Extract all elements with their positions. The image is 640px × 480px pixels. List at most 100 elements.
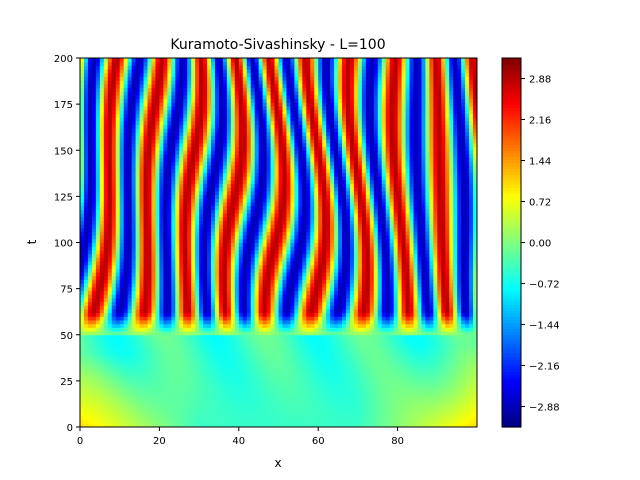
heatmap-cell (187, 408, 192, 413)
heatmap-cell (214, 268, 220, 273)
heatmap-cell (334, 390, 339, 395)
heatmap-cell (461, 342, 466, 347)
heatmap-cell (123, 364, 129, 369)
heatmap-cell (345, 379, 351, 384)
heatmap-cell (441, 342, 446, 347)
heatmap-cell (421, 386, 426, 391)
heatmap-cell (246, 249, 252, 255)
heatmap-cell (421, 367, 426, 373)
heatmap-cell (417, 327, 422, 332)
heatmap-cell (314, 404, 319, 410)
heatmap-cell (322, 349, 327, 354)
heatmap-cell (457, 327, 462, 332)
heatmap-cell (218, 331, 224, 336)
heatmap-cell (377, 393, 383, 398)
heatmap-cell (469, 401, 474, 406)
heatmap-cell (155, 371, 160, 376)
heatmap-cell (222, 283, 228, 288)
heatmap-cell (421, 272, 426, 277)
heatmap-cell (365, 386, 371, 391)
heatmap-cell (326, 331, 331, 336)
heatmap-cell (290, 249, 295, 255)
heatmap-cell (314, 327, 319, 332)
heatmap-cell (246, 423, 252, 427)
heatmap-cell (199, 246, 204, 251)
heatmap-cell (342, 279, 347, 284)
heatmap-cell (397, 367, 403, 373)
heatmap-cell (409, 305, 414, 310)
heatmap-cell (230, 353, 236, 358)
heatmap-cell (91, 423, 97, 427)
heatmap-cell (127, 272, 133, 277)
heatmap-cell (250, 415, 256, 421)
heatmap-cell (274, 349, 279, 354)
heatmap-cell (119, 364, 125, 369)
heatmap-cell (421, 331, 426, 336)
heatmap-cell (135, 275, 141, 280)
heatmap-cell (87, 379, 93, 384)
heatmap-cell (242, 382, 248, 387)
heatmap-cell (278, 327, 283, 332)
heatmap-cell (103, 316, 109, 321)
heatmap-cell (345, 338, 351, 343)
heatmap-cell (298, 412, 303, 417)
heatmap-cell (139, 327, 145, 332)
heatmap-cell (286, 257, 291, 262)
heatmap-cell (222, 331, 228, 336)
heatmap-cell (95, 301, 101, 306)
heatmap-cell (302, 286, 307, 291)
heatmap-cell (397, 356, 403, 362)
heatmap-cell (163, 275, 168, 280)
heatmap-cell (365, 412, 371, 417)
heatmap-cell (262, 382, 268, 387)
heatmap-cell (385, 419, 391, 424)
heatmap-cell (282, 382, 287, 387)
heatmap-cell (80, 393, 85, 398)
heatmap-cell (330, 367, 335, 373)
heatmap-cell (342, 393, 347, 398)
heatmap-cell (211, 419, 216, 424)
heatmap-cell (187, 257, 192, 262)
heatmap-cell (238, 279, 244, 284)
heatmap-cell (445, 360, 450, 365)
heatmap-cell (413, 423, 418, 427)
heatmap-cell (473, 379, 477, 384)
heatmap-cell (302, 408, 307, 413)
heatmap-cell (345, 246, 351, 251)
heatmap-cell (349, 375, 355, 380)
heatmap-cell (171, 283, 176, 288)
heatmap-cell (183, 334, 188, 339)
heatmap-cell (393, 294, 399, 299)
heatmap-cell (111, 379, 117, 384)
heatmap-cell (473, 397, 477, 402)
heatmap-cell (349, 397, 355, 402)
heatmap-cell (250, 375, 256, 380)
heatmap-cell (262, 301, 268, 306)
heatmap-cell (87, 279, 93, 284)
heatmap-cell (330, 301, 335, 306)
heatmap-cell (397, 301, 403, 306)
heatmap-cell (429, 264, 434, 269)
heatmap-cell (381, 367, 387, 373)
heatmap-cell (159, 349, 164, 354)
heatmap-cell (151, 290, 156, 295)
heatmap-cell (361, 316, 367, 321)
heatmap-cell (250, 382, 256, 387)
heatmap-cell (270, 415, 276, 421)
heatmap-cell (119, 301, 125, 306)
heatmap-cell (369, 415, 375, 421)
heatmap-cell (91, 386, 97, 391)
heatmap-cell (334, 393, 339, 398)
heatmap-cell (167, 312, 172, 317)
heatmap-cell (437, 316, 442, 321)
heatmap-cell (107, 386, 113, 391)
heatmap-cell (246, 345, 252, 351)
heatmap-cell (107, 371, 113, 376)
heatmap-cell (286, 419, 291, 424)
heatmap-cell (207, 356, 212, 362)
heatmap-cell (469, 297, 474, 303)
heatmap-cell (405, 331, 411, 336)
heatmap-cell (87, 419, 93, 424)
heatmap-cell (270, 294, 276, 299)
heatmap-cell (286, 253, 291, 258)
